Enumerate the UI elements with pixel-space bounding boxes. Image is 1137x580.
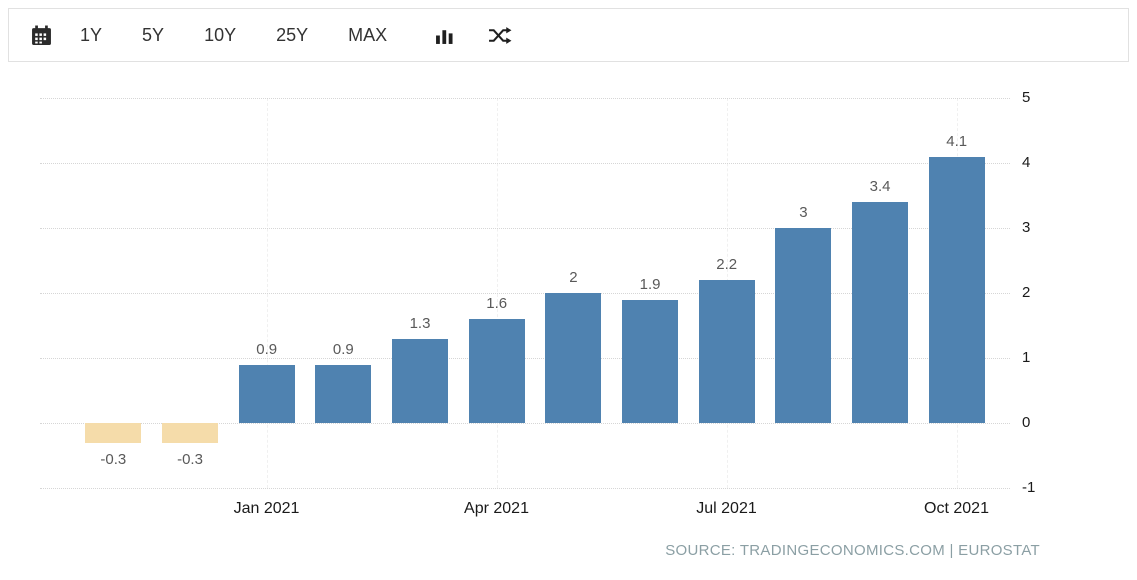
bar-slot: 2.2 bbox=[688, 98, 765, 488]
bar-slot: 3.4 bbox=[842, 98, 919, 488]
y-tick-label: 0 bbox=[1022, 414, 1031, 431]
bar-jun-2021[interactable] bbox=[622, 299, 679, 423]
x-tick-label: Jul 2021 bbox=[696, 500, 757, 517]
bar-value-label: 1.3 bbox=[409, 314, 431, 332]
bar-value-label: 0.9 bbox=[332, 340, 354, 358]
gridline bbox=[40, 358, 1010, 359]
bars: -0.3 -0.3 0.9 0.9 1.3 1.6 2 1.9 2.2 3 3.4 4.1 bbox=[40, 98, 1010, 488]
range-button-10y[interactable]: 10Y bbox=[204, 19, 236, 52]
range-button-1y[interactable]: 1Y bbox=[80, 19, 102, 52]
bar-value-label: 4.1 bbox=[946, 132, 968, 150]
plot-area: -0.3 -0.3 0.9 0.9 1.3 1.6 2 1.9 2.2 3 3.4 4.1 bbox=[40, 98, 1010, 489]
bar-jul-2021[interactable] bbox=[698, 280, 755, 423]
bar-value-label: 2 bbox=[569, 269, 578, 286]
x-tick-label: Oct 2021 bbox=[924, 500, 989, 517]
y-tick-label: 5 bbox=[1022, 89, 1031, 106]
y-tick-label: 3 bbox=[1022, 219, 1031, 236]
gridline bbox=[40, 98, 1010, 99]
gridline bbox=[40, 163, 1010, 164]
bar-may-2021[interactable] bbox=[545, 293, 602, 423]
bar-aug-2021[interactable] bbox=[775, 228, 832, 423]
bar-slot: 0.9 bbox=[228, 98, 305, 488]
y-tick-label: 1 bbox=[1022, 349, 1031, 366]
bar-sep-2021[interactable] bbox=[852, 202, 909, 423]
bar-apr-2021[interactable] bbox=[468, 319, 525, 423]
bar-chart-icon bbox=[436, 29, 453, 44]
bar-value-label: 3.4 bbox=[869, 178, 891, 195]
bar-slot: 2 bbox=[535, 98, 612, 488]
chart-container: -0.3 -0.3 0.9 0.9 1.3 1.6 2 1.9 2.2 3 3.4 4.1 5 4 3 2 1… bbox=[0, 62, 1137, 579]
x-axis: Jan 2021 Apr 2021 Jul 2021 Oct 2021 bbox=[40, 500, 1010, 522]
bar-jan-2021[interactable] bbox=[238, 364, 295, 423]
bar-slot: 1.3 bbox=[382, 98, 459, 488]
gridline bbox=[40, 488, 1010, 489]
bar-slot: -0.3 bbox=[152, 98, 229, 488]
bar-slot: 1.6 bbox=[458, 98, 535, 488]
gridline bbox=[40, 228, 1010, 229]
bar-slot: -0.3 bbox=[75, 98, 152, 488]
source-attribution: SOURCE: TRADINGECONOMICS.COM | EUROSTAT bbox=[665, 542, 1040, 559]
bar-nov-2020[interactable] bbox=[85, 423, 142, 443]
bar-value-label: 1.9 bbox=[639, 275, 661, 293]
bar-dec-2020[interactable] bbox=[162, 423, 218, 443]
x-tick-label: Jan 2021 bbox=[233, 500, 300, 517]
range-buttons: 1Y 5Y 10Y 25Y MAX bbox=[80, 19, 427, 52]
range-button-5y[interactable]: 5Y bbox=[142, 19, 164, 52]
bar-slot: 0.9 bbox=[305, 98, 382, 488]
y-axis: 5 4 3 2 1 0 -1 bbox=[1022, 89, 1072, 496]
bar-feb-2021[interactable] bbox=[315, 364, 372, 423]
bar-value-label: -0.3 bbox=[100, 450, 127, 468]
gridline bbox=[40, 423, 1010, 424]
bar-oct-2021[interactable] bbox=[928, 156, 985, 423]
y-tick-label: 2 bbox=[1022, 284, 1031, 301]
gridline bbox=[40, 293, 1010, 294]
calendar-icon bbox=[32, 25, 51, 45]
y-tick-label: 4 bbox=[1022, 154, 1031, 171]
bar-value-label: 3 bbox=[799, 204, 808, 221]
bar-value-label: -0.3 bbox=[177, 450, 203, 468]
bar-value-label: 0.9 bbox=[256, 340, 278, 358]
bar-mar-2021[interactable] bbox=[392, 338, 449, 423]
bar-slot: 1.9 bbox=[612, 98, 689, 488]
chart-toolbar: 1Y 5Y 10Y 25Y MAX bbox=[8, 8, 1129, 62]
bar-value-label: 1.6 bbox=[486, 295, 508, 312]
toolbar-right-icons bbox=[431, 23, 516, 48]
bar-slot: 4.1 bbox=[918, 98, 995, 488]
chart-type-bar-button[interactable] bbox=[431, 23, 458, 48]
range-button-25y[interactable]: 25Y bbox=[276, 19, 308, 52]
bar-value-label: 2.2 bbox=[716, 256, 738, 273]
range-button-max[interactable]: MAX bbox=[348, 19, 387, 52]
bar-slot: 3 bbox=[765, 98, 842, 488]
compare-button[interactable] bbox=[484, 23, 516, 48]
calendar-button[interactable] bbox=[27, 21, 56, 50]
shuffle-icon bbox=[489, 26, 512, 44]
y-tick-label: -1 bbox=[1022, 479, 1036, 496]
x-tick-label: Apr 2021 bbox=[464, 500, 529, 517]
